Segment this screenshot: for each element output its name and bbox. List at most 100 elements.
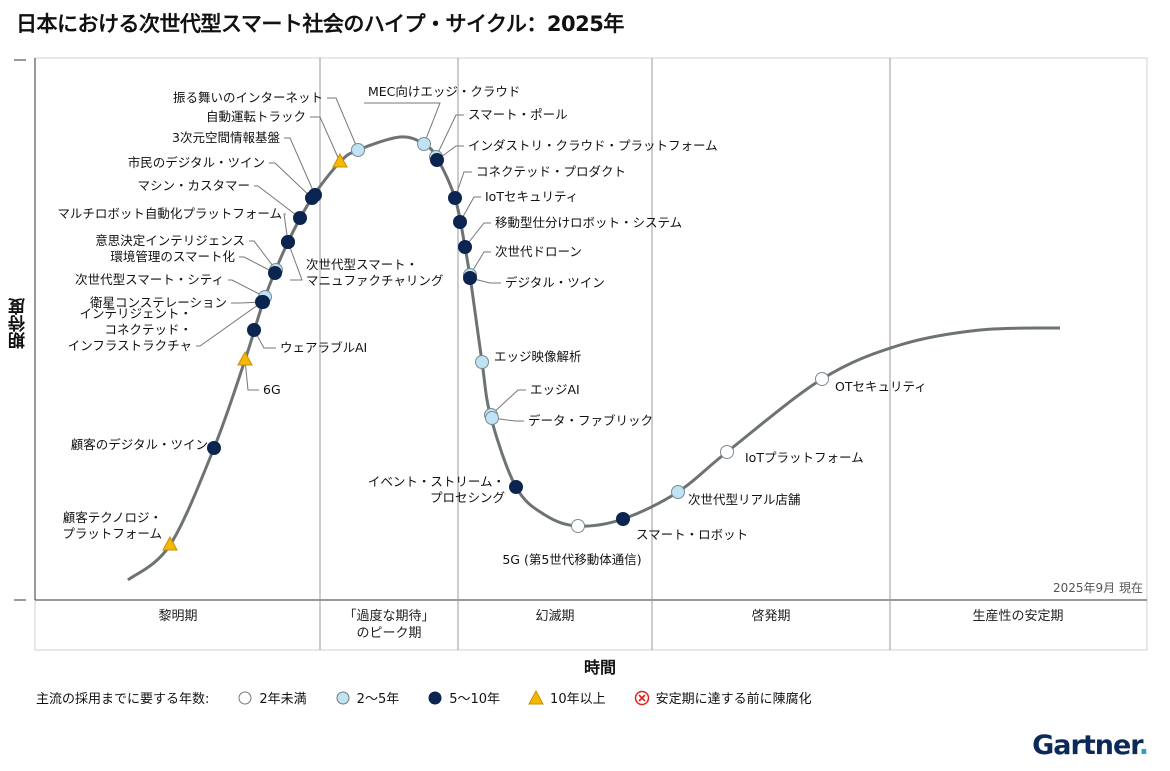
technology-marker[interactable]: [255, 295, 269, 309]
leader-line: [244, 359, 259, 391]
technology-label: 3次元空間情報基盤: [172, 130, 280, 145]
technology-label: 次世代型スマート・: [306, 257, 418, 272]
phase-label: のピーク期: [356, 626, 421, 641]
technology-label: 振る舞いのインターネット: [173, 90, 323, 105]
leader-line: [249, 240, 277, 271]
circle-marker-icon: [671, 485, 685, 499]
legend-item-obsolete: 安定期に達する前に陳腐化: [634, 688, 812, 707]
circle-marker-icon: [448, 191, 462, 205]
circle-marker-icon: [475, 355, 489, 369]
technology-marker[interactable]: [448, 191, 462, 205]
phase-label: 黎明期: [158, 609, 197, 624]
technology-marker[interactable]: [293, 211, 307, 225]
technology-label: 次世代型スマート・シティ: [75, 272, 224, 287]
technology-label: 顧客テクノロジ・: [63, 510, 162, 525]
technology-label: エッジAI: [530, 382, 580, 397]
circle-marker-icon: [430, 153, 444, 167]
leader-line: [239, 256, 276, 274]
technology-marker[interactable]: [485, 411, 499, 425]
technology-marker[interactable]: [458, 240, 472, 254]
technology-marker[interactable]: [247, 323, 261, 337]
logo-dot: .: [1138, 730, 1149, 761]
leader-line: [228, 279, 266, 298]
technology-marker[interactable]: [162, 535, 178, 551]
technology-marker[interactable]: [281, 235, 295, 249]
leader-line: [435, 114, 464, 158]
leader-line: [269, 162, 313, 199]
technology-marker[interactable]: [430, 153, 444, 167]
leader-line: [464, 222, 491, 248]
legend-item-gt10: 10年以上: [528, 688, 606, 707]
leader-line: [310, 116, 341, 163]
circle-marker-icon: [417, 137, 431, 151]
legend-label: 安定期に達する前に陳腐化: [655, 692, 812, 707]
technology-marker[interactable]: [616, 512, 630, 526]
leader-line: [491, 417, 524, 422]
leader-line: [196, 301, 263, 347]
technology-marker[interactable]: [237, 350, 253, 366]
circle-icon: [238, 691, 252, 704]
phase-label: 幻滅期: [535, 609, 574, 624]
technology-label: IoTプラットフォーム: [745, 450, 864, 465]
legend-item-lt2: 2年未満: [237, 688, 307, 707]
hype-curve: [127, 135, 1061, 582]
technology-marker[interactable]: [417, 137, 431, 151]
circle-marker-icon: [509, 480, 523, 494]
technology-marker[interactable]: [463, 271, 477, 285]
leader-line: [459, 196, 481, 223]
triangle-icon: [528, 689, 544, 704]
circle-marker-icon: [293, 211, 307, 225]
triangle-marker-icon: [237, 350, 253, 366]
circle-icon: [336, 691, 350, 704]
technology-label: デジタル・ツイン: [505, 275, 605, 290]
technology-marker[interactable]: [351, 143, 365, 157]
technology-label: 環境管理のスマート化: [110, 249, 235, 264]
circle-marker-icon: [207, 441, 221, 455]
circle-icon: [428, 691, 442, 704]
legend-label: 10年以上: [550, 692, 606, 707]
technology-label: 次世代ドローン: [495, 244, 582, 259]
leader-line: [287, 241, 303, 281]
technology-label: ウェアラブルAI: [280, 340, 367, 355]
technology-marker[interactable]: [571, 519, 585, 533]
technology-marker[interactable]: [207, 441, 221, 455]
technology-label: スマート・ポール: [468, 107, 568, 122]
technology-marker[interactable]: [305, 191, 319, 205]
technology-label: 6G: [263, 382, 281, 397]
legend-label: 2年未満: [259, 692, 307, 707]
circle-marker-icon: [351, 143, 365, 157]
leader-line: [364, 102, 441, 145]
technology-marker[interactable]: [453, 215, 467, 229]
technology-marker[interactable]: [509, 480, 523, 494]
x-circle-icon: [634, 690, 649, 705]
legend: 主流の採用までに要する年数: 2年未満 2〜5年 5〜10年 10年以上 安定期に達する…: [36, 688, 812, 707]
legend-title: 主流の採用までに要する年数:: [36, 692, 210, 707]
leader-line: [469, 251, 491, 276]
phase-label: 啓発期: [751, 609, 790, 624]
technology-label: データ・ファブリック: [528, 413, 653, 428]
legend-label: 2〜5年: [356, 692, 400, 707]
circle-marker-icon: [485, 411, 499, 425]
circle-marker-icon: [815, 372, 829, 386]
technology-marker[interactable]: [332, 152, 348, 168]
technology-label: プラットフォーム: [62, 526, 162, 541]
leader-line: [254, 185, 301, 219]
circle-marker-icon: [458, 240, 472, 254]
leader-line: [327, 97, 359, 151]
technology-label: 次世代型リアル店舗: [688, 492, 800, 507]
x-axis-label: 時間: [583, 658, 616, 677]
technology-label: 自動運転トラック: [206, 109, 306, 124]
technology-marker[interactable]: [475, 355, 489, 369]
technology-marker[interactable]: [815, 372, 829, 386]
triangle-marker-icon: [162, 535, 178, 551]
technology-marker[interactable]: [720, 445, 734, 459]
technology-label: IoTセキュリティ: [485, 189, 578, 204]
technology-marker[interactable]: [671, 485, 685, 499]
technology-label: マシン・カスタマー: [137, 178, 250, 193]
technology-marker[interactable]: [268, 266, 282, 280]
gartner-logo: Gartner.: [1032, 730, 1149, 761]
chart-title: 日本における次世代型スマート社会のハイプ・サイクル：2025年: [16, 12, 624, 36]
legend-label: 5〜10年: [449, 692, 501, 707]
technology-label: コネクテッド・: [104, 322, 192, 337]
technology-label: プロセシング: [430, 490, 505, 505]
